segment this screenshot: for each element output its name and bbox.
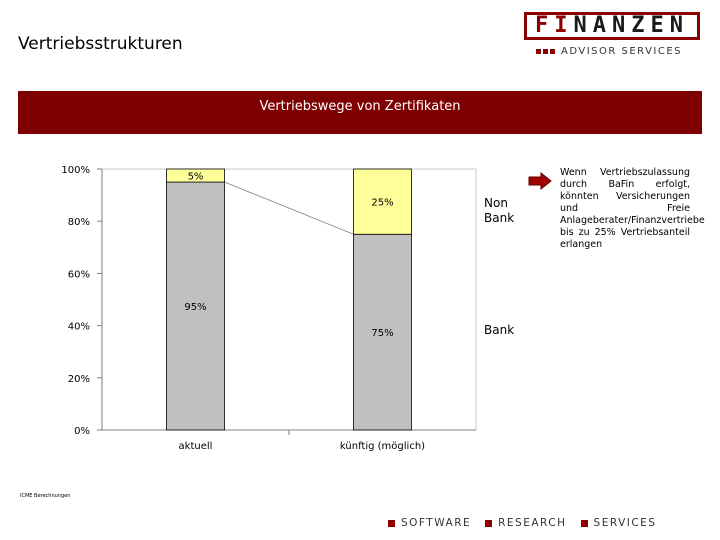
- data-label: 25%: [371, 198, 393, 209]
- source-note: ICME Berechnungen: [20, 493, 71, 499]
- footer-label: SOFTWARE: [401, 517, 472, 529]
- legend-bank: Bank: [484, 323, 515, 337]
- series-connector-line: [224, 181, 354, 235]
- logo-text-b: NANZEN: [573, 13, 689, 38]
- y-tick-label: 80%: [68, 217, 90, 228]
- bar-segment-non-bank: [166, 168, 225, 183]
- logo-wordmark: FINANZEN: [524, 12, 700, 40]
- footer-item-services: SERVICES: [580, 517, 657, 529]
- footer: SOFTWARE RESEARCH SERVICES: [388, 517, 656, 529]
- logo-squares-icon: [536, 48, 555, 54]
- legend-non-bank: Non Bank: [484, 196, 515, 225]
- footer-label: SERVICES: [593, 517, 657, 529]
- y-tick-label: 100%: [61, 165, 90, 176]
- note-text: Wenn Vertriebszulassung durch BaFin erfo…: [560, 167, 705, 250]
- chart-banner: Vertriebswege von Zertifikaten: [18, 91, 702, 134]
- right-arrow-icon: [528, 172, 552, 190]
- logo-subtitle: ADVISOR SERVICES: [536, 44, 682, 58]
- data-label: 95%: [184, 302, 206, 313]
- logo-text-a: FI: [535, 13, 574, 38]
- data-label: 75%: [371, 328, 393, 339]
- footer-item-software: SOFTWARE: [388, 517, 471, 529]
- y-tick-label: 20%: [68, 374, 90, 385]
- y-tick-label: 40%: [68, 322, 90, 333]
- footer-label: RESEARCH: [498, 517, 567, 529]
- bar-segment-bank: [166, 181, 225, 431]
- y-tick-label: 60%: [68, 269, 90, 280]
- finanzen-logo: FINANZEN ADVISOR SERVICES: [524, 12, 700, 58]
- data-label: 5%: [188, 172, 204, 183]
- logo-subtitle-text: ADVISOR SERVICES: [561, 45, 683, 57]
- bar-segment-non-bank: [353, 168, 412, 235]
- footer-square-icon: [485, 519, 493, 527]
- y-tick-label: 0%: [74, 426, 90, 437]
- page-title: Vertriebsstrukturen: [18, 34, 183, 54]
- footer-square-icon: [388, 519, 395, 527]
- x-tick-label: aktuell: [179, 441, 213, 452]
- bar-segment-bank: [353, 233, 412, 431]
- footer-square-icon: [580, 519, 588, 527]
- footer-item-research: RESEARCH: [485, 517, 566, 529]
- x-tick-label: künftig (möglich): [340, 441, 425, 452]
